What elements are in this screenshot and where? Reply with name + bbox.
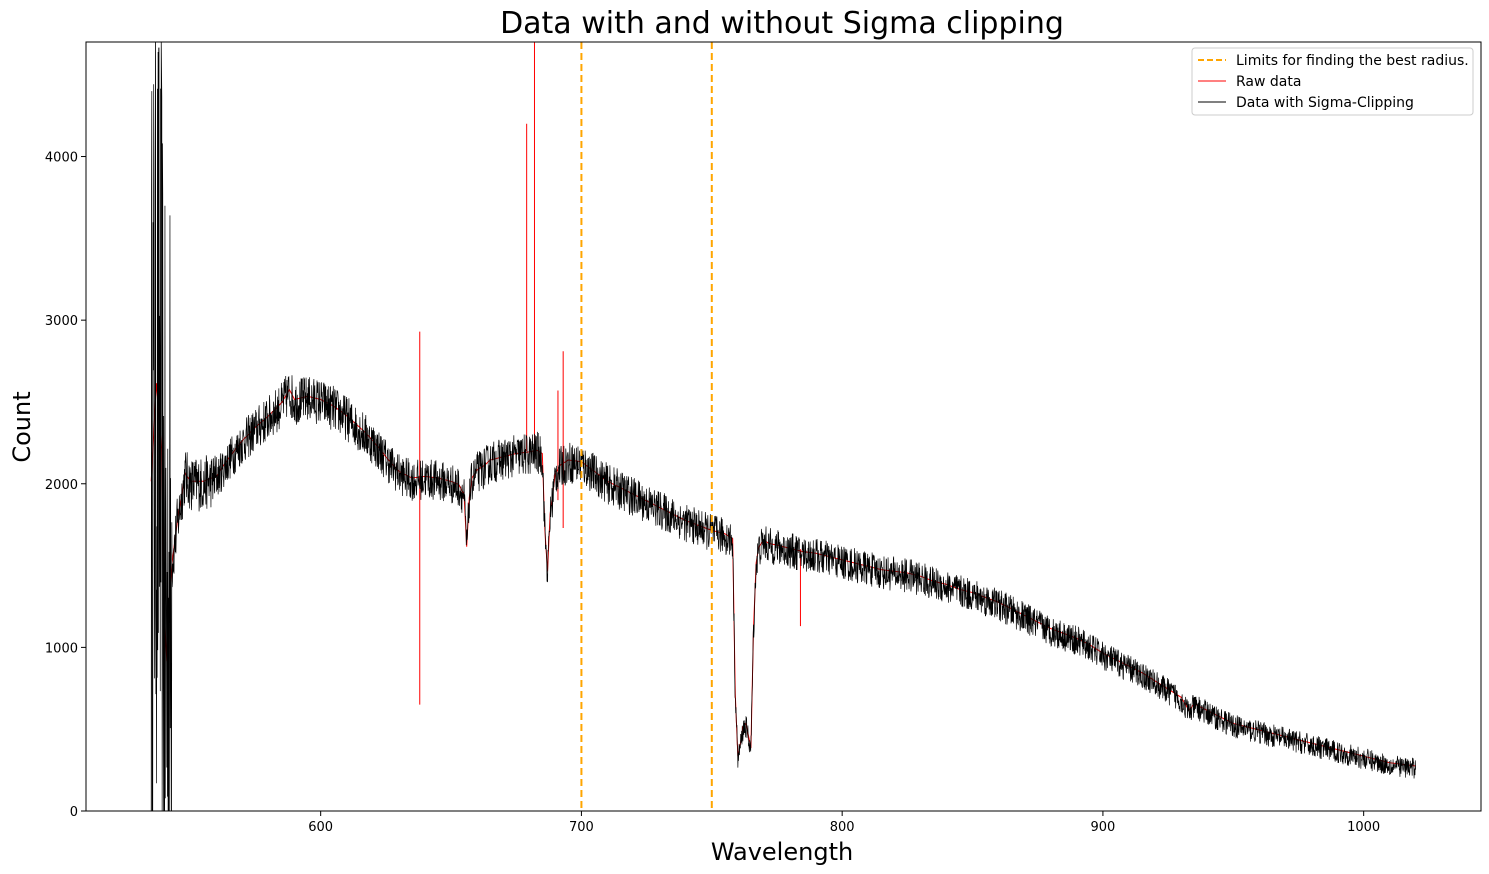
y-tick-label: 0: [70, 805, 78, 820]
axes-frame: [85, 41, 1482, 812]
y-tick-label: 3000: [45, 314, 78, 329]
y-axis-ticks: 0 1000 2000 3000 4000: [45, 151, 86, 820]
legend-label-clipped: Data with Sigma-Clipping: [1236, 95, 1414, 111]
legend-box: [1191, 47, 1474, 116]
y-axis-label: Count: [8, 391, 36, 462]
x-tick-label: 800: [830, 820, 855, 835]
legend: Limits for finding the best radius. Raw …: [1191, 47, 1474, 116]
y-tick-label: 4000: [45, 151, 78, 166]
x-tick-label: 900: [1091, 820, 1116, 835]
x-axis-label: Wavelength: [711, 838, 853, 866]
y-tick-label: 1000: [45, 641, 78, 656]
x-axis-ticks: 600 700 800 900 1000: [308, 811, 1380, 835]
legend-label-raw: Raw data: [1236, 74, 1301, 90]
y-tick-label: 2000: [45, 478, 78, 493]
x-tick-label: 600: [308, 820, 333, 835]
chart-title: Data with and without Sigma clipping: [500, 6, 1064, 41]
legend-label-limits: Limits for finding the best radius.: [1236, 53, 1469, 69]
x-tick-label: 700: [569, 820, 594, 835]
x-tick-label: 1000: [1347, 820, 1380, 835]
plot-area: [150, 42, 1416, 811]
raw-data-line: [150, 383, 1416, 767]
sigma-clipped-line: [150, 42, 1416, 811]
